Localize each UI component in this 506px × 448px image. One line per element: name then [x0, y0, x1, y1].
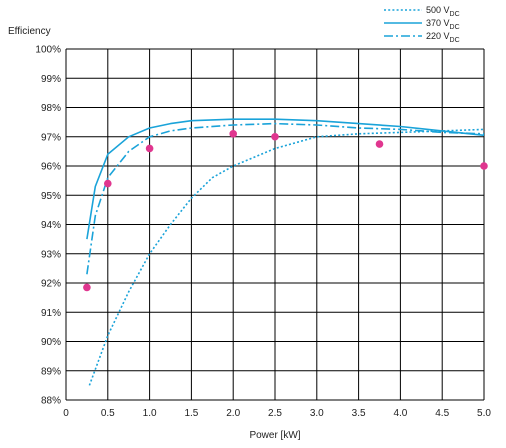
tick-labels: 0 0.5 1.0 1.5 2.0 2.5 3.0 3.5 4.0 4.5 5.0 88% 89% 90%…: [35, 45, 491, 420]
legend-name: 370 V: [426, 18, 450, 28]
x-tick-label: 4.5: [435, 408, 449, 419]
legend-subscript: DC: [450, 24, 460, 31]
x-tick-label: 2.0: [226, 408, 240, 419]
legend-subscript: DC: [450, 11, 460, 18]
legend-label: 370 VDC: [426, 18, 460, 31]
series-line: [88, 128, 485, 386]
y-tick-label: 94%: [41, 220, 61, 231]
x-tick-label: 3.0: [310, 408, 324, 419]
x-tick-label: 4.0: [393, 408, 407, 419]
legend-label: 220 VDC: [426, 31, 460, 44]
x-tick-label: 1.0: [143, 408, 157, 419]
y-tick-label: 90%: [41, 337, 61, 348]
data-point: [104, 179, 112, 188]
legend-name: 220 V: [426, 31, 450, 41]
y-tick-label: 92%: [41, 279, 61, 290]
y-tick-label: 89%: [41, 366, 61, 377]
y-tick-label: 99%: [41, 74, 61, 85]
x-tick-label: 0: [63, 408, 69, 419]
data-point: [480, 162, 488, 170]
y-tick-label: 96%: [41, 162, 61, 173]
data-point: [229, 130, 237, 138]
legend-label: 500 VDC: [426, 5, 460, 18]
data-point: [83, 283, 91, 292]
series-line: [86, 118, 485, 240]
y-tick-label: 88%: [41, 396, 61, 407]
y-tick-label: 98%: [41, 103, 61, 114]
data-point: [145, 144, 154, 153]
x-tick-label: 0.5: [101, 408, 115, 419]
grid: [65, 48, 485, 401]
x-tick-label: 2.5: [268, 408, 282, 419]
x-tick-label: 5.0: [477, 408, 491, 419]
y-tick-label: 97%: [41, 132, 61, 143]
data-point: [271, 132, 279, 141]
y-tick-label: 100%: [35, 45, 61, 56]
x-axis-label: Power [kW]: [249, 430, 300, 441]
data-point: [375, 140, 384, 148]
y-tick-label: 91%: [41, 308, 61, 319]
y-axis-label: Efficiency: [8, 26, 51, 37]
legend-subscript: DC: [450, 37, 460, 44]
x-tick-label: 1.5: [184, 408, 198, 419]
y-tick-label: 95%: [41, 191, 61, 202]
legend-name: 500 V: [426, 5, 450, 15]
series-line: [86, 122, 485, 275]
series-lines: [86, 118, 485, 386]
x-tick-label: 3.5: [352, 408, 366, 419]
measured-points: [83, 130, 488, 292]
y-tick-label: 93%: [41, 249, 61, 260]
